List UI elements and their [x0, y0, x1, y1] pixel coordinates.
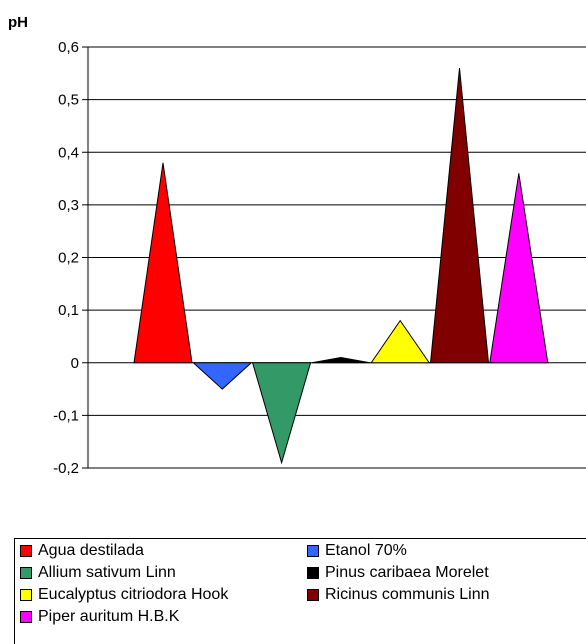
y-tick-label: -0,2: [53, 460, 79, 477]
legend-label: Pinus caribaea Morelet: [325, 564, 489, 581]
y-tick-label: 0,2: [58, 250, 79, 267]
legend-label: Piper auritum H.B.K: [38, 608, 180, 625]
data-marks: [133, 68, 549, 465]
area-mark-4: [311, 356, 370, 364]
y-tick-label: 0,4: [58, 144, 79, 161]
legend-label: Agua destilada: [38, 542, 144, 559]
legend-item: Pinus caribaea Morelet: [307, 562, 489, 584]
y-axis-label: pH: [8, 14, 28, 31]
area-mark-6: [429, 68, 490, 364]
legend-swatch: [307, 545, 319, 557]
area-mark-2: [192, 362, 253, 390]
legend-swatch: [20, 567, 32, 579]
legend-label: Ricinus communis Linn: [325, 586, 490, 603]
legend-item: Etanol 70%: [307, 540, 407, 562]
legend-item: Ricinus communis Linn: [307, 584, 490, 606]
legend-swatch: [20, 545, 32, 557]
legend: Agua destilada Allium sativum Linn Eucalyp…: [14, 538, 586, 644]
area-mark-7: [489, 173, 549, 364]
area-mark-5: [370, 319, 431, 364]
legend-item: Agua destilada: [20, 540, 144, 562]
area-mark-3: [251, 362, 312, 465]
y-tick-label: 0,3: [58, 197, 79, 214]
legend-swatch: [20, 589, 32, 601]
legend-item: Eucalyptus citriodora Hook: [20, 584, 228, 606]
legend-swatch: [307, 567, 319, 579]
legend-item: Piper auritum H.B.K: [20, 606, 179, 628]
y-tick-label: 0,6: [58, 39, 79, 56]
legend-item: Allium sativum Linn: [20, 562, 176, 584]
legend-swatch: [20, 611, 32, 623]
y-tick-labels: 0,6 0,5 0,4 0,3 0,2 0,1 0 -0,1 -0,2: [53, 39, 79, 477]
y-tick-label: -0,1: [53, 407, 79, 424]
legend-label: Etanol 70%: [325, 542, 407, 559]
y-tick-label: 0,1: [58, 302, 79, 319]
legend-label: Eucalyptus citriodora Hook: [38, 586, 229, 603]
y-tick-label: 0: [71, 355, 79, 372]
y-tick-label: 0,5: [58, 92, 79, 109]
legend-label: Allium sativum Linn: [38, 564, 176, 581]
chart-plot: pH 0,6 0,5 0,4 0,3 0,2 0,1 0 -0,1 -0,2: [8, 14, 586, 477]
legend-swatch: [307, 589, 319, 601]
area-mark-1: [133, 162, 193, 364]
